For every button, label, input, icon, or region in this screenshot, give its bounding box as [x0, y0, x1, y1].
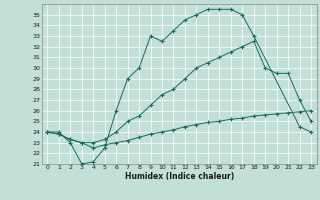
X-axis label: Humidex (Indice chaleur): Humidex (Indice chaleur)	[124, 172, 234, 181]
